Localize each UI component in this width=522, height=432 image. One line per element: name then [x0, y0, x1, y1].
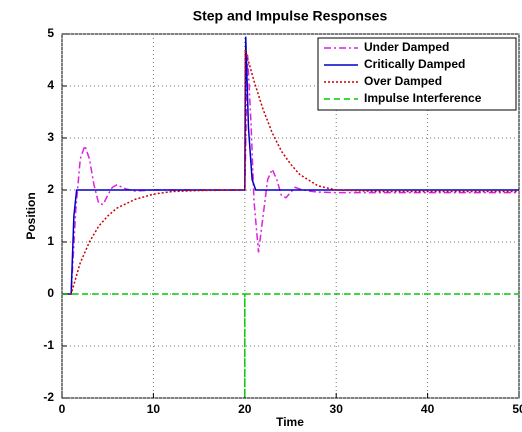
y-tick-label: 0 — [47, 286, 54, 300]
legend-box — [317, 37, 517, 111]
x-tick-label: 0 — [59, 402, 66, 416]
x-tick-label: 30 — [330, 402, 344, 416]
legend-label: Over Damped — [364, 74, 442, 88]
x-tick-label: 50 — [512, 402, 522, 416]
y-tick-label: -1 — [43, 338, 54, 352]
y-tick-label: -2 — [43, 390, 54, 404]
y-tick-label: 4 — [47, 78, 54, 92]
legend: Under Damped Critically Damped Over Damped… — [317, 37, 517, 111]
x-tick-label: 20 — [238, 402, 252, 416]
y-tick-label: 5 — [47, 26, 54, 40]
line-series — [62, 36, 519, 295]
legend-label: Under Damped — [364, 40, 449, 54]
x-tick-label: 10 — [147, 402, 161, 416]
y-tick-label: 2 — [47, 182, 54, 196]
y-tick-label: 3 — [47, 130, 54, 144]
line-series — [62, 49, 519, 295]
chart-title: Step and Impulse Responses — [193, 8, 388, 24]
x-tick-label: 40 — [421, 402, 435, 416]
lines — [62, 36, 519, 398]
line-series — [62, 54, 519, 295]
y-tick-label: 1 — [47, 234, 54, 248]
legend-label: Critically Damped — [364, 57, 465, 71]
line-series — [62, 293, 519, 398]
x-axis-label: Time — [276, 415, 304, 429]
y-axis-label: Position — [24, 192, 38, 239]
legend-label: Impulse Interference — [364, 91, 482, 105]
